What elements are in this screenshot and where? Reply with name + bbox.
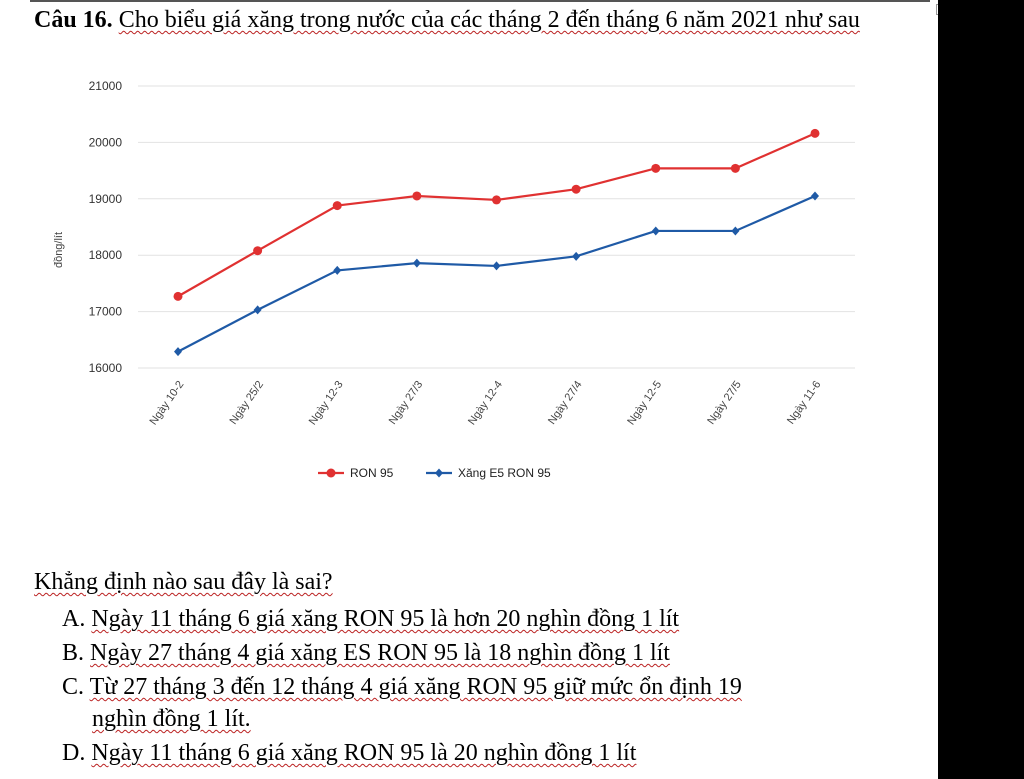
y-tick-label: 16000 xyxy=(89,361,123,375)
data-point xyxy=(412,258,421,268)
chart-legend: RON 95 Xăng E5 RON 95 xyxy=(318,466,551,480)
y-tick-label: 20000 xyxy=(89,135,123,149)
x-tick-label: Ngày 27/4 xyxy=(546,379,585,427)
question-prompt: Khẳng định nào sau đây là sai? xyxy=(34,569,333,595)
option-b-text: Ngày 27 tháng 4 giá xăng ES RON 95 là 18… xyxy=(90,640,670,666)
data-point xyxy=(731,226,740,236)
option-b-label: B. xyxy=(62,640,85,666)
legend-marker xyxy=(435,468,443,478)
top-rule xyxy=(30,0,930,2)
data-point xyxy=(332,201,342,211)
data-point xyxy=(333,265,342,275)
option-b[interactable]: B. Ngày 27 tháng 4 giá xăng ES RON 95 là… xyxy=(62,638,670,668)
option-a-label: A. xyxy=(62,606,86,632)
x-tick-label: Ngày 25/2 xyxy=(227,379,266,427)
series-line-1 xyxy=(177,194,816,353)
x-tick-label: Ngày 11-6 xyxy=(785,379,823,427)
x-tick-label: Ngày 10-2 xyxy=(148,379,187,427)
data-point xyxy=(253,246,263,256)
data-point xyxy=(492,195,501,205)
question-number: Câu 16. xyxy=(34,7,113,33)
option-c[interactable]: C. Từ 27 tháng 3 đến 12 tháng 4 giá xăng… xyxy=(62,672,742,702)
option-d-label: D. xyxy=(62,740,86,766)
x-tick-label: Ngày 27/3 xyxy=(387,379,426,427)
x-tick-label: Ngày 12-3 xyxy=(307,379,346,427)
chart-y-axis-label: đồng/lít xyxy=(53,232,65,268)
option-a-text: Ngày 11 tháng 6 giá xăng RON 95 là hơn 2… xyxy=(91,606,680,632)
y-tick-label: 18000 xyxy=(89,248,123,262)
series-line-0 xyxy=(177,132,816,298)
y-tick-label: 21000 xyxy=(89,79,123,93)
data-point xyxy=(173,291,183,301)
data-point xyxy=(253,305,262,315)
question-stem: Câu 16. Cho biểu giá xăng trong nước của… xyxy=(34,4,929,36)
option-c-label: C. xyxy=(62,674,85,700)
chart-y-ticks: 16000 17000 18000 19000 20000 21000 xyxy=(89,79,123,375)
data-point xyxy=(492,261,501,271)
question-text: Cho biểu giá xăng trong nước của các thá… xyxy=(118,7,860,33)
side-black-bar xyxy=(938,0,1024,779)
option-d-text: Ngày 11 tháng 6 giá xăng RON 95 là 20 ng… xyxy=(91,740,637,766)
y-tick-label: 19000 xyxy=(89,192,123,206)
data-point xyxy=(811,191,819,201)
option-c-continuation: nghìn đồng 1 lít. xyxy=(92,704,251,734)
legend-label: Xăng E5 RON 95 xyxy=(458,466,551,480)
chart-gridlines xyxy=(138,85,855,369)
x-tick-label: Ngày 12-4 xyxy=(466,379,505,427)
data-point xyxy=(651,163,661,173)
chart-x-ticks: Ngày 10-2 Ngày 25/2 Ngày 12-3 Ngày 27/3 Ngày… xyxy=(148,379,824,427)
data-point xyxy=(730,163,740,173)
legend-marker xyxy=(326,468,336,478)
data-point xyxy=(810,128,820,138)
data-point xyxy=(571,184,581,194)
data-point xyxy=(572,251,581,261)
option-a[interactable]: A. Ngày 11 tháng 6 giá xăng RON 95 là hơ… xyxy=(62,604,679,634)
data-point xyxy=(651,226,660,236)
y-tick-label: 17000 xyxy=(89,305,123,319)
option-d[interactable]: D. Ngày 11 tháng 6 giá xăng RON 95 là 20… xyxy=(62,738,636,768)
option-c-text-line2: nghìn đồng 1 lít. xyxy=(92,706,251,732)
data-point xyxy=(174,347,182,357)
x-tick-label: Ngày 27/5 xyxy=(705,379,744,427)
data-point xyxy=(412,191,422,201)
x-tick-label: Ngày 12-5 xyxy=(625,379,664,427)
option-c-text: Từ 27 tháng 3 đến 12 tháng 4 giá xăng RO… xyxy=(89,674,742,700)
legend-label: RON 95 xyxy=(350,466,394,480)
chart-series xyxy=(173,128,820,357)
